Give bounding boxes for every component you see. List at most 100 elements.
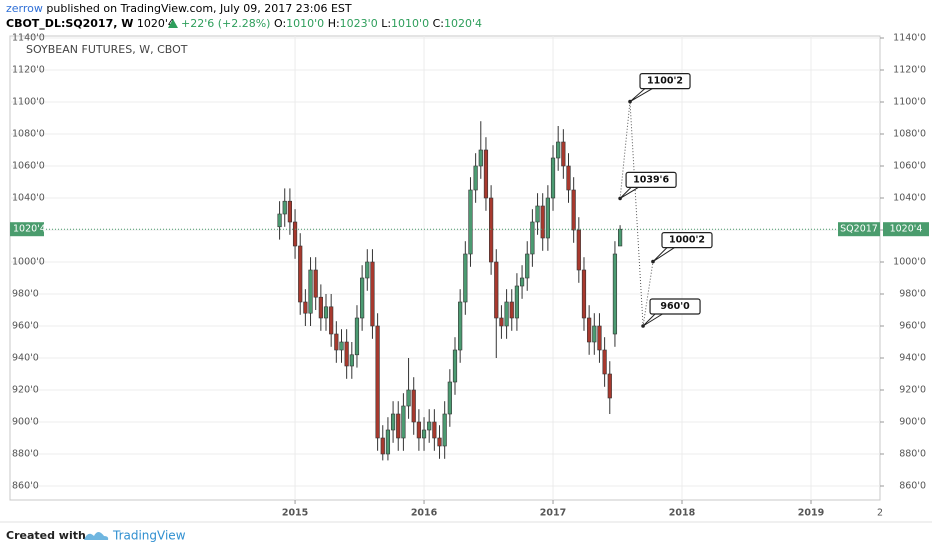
candle-body [287, 200, 292, 223]
y2-tick-label: 860'0 [899, 481, 926, 492]
y2-tick-label: 1040'0 [893, 193, 926, 204]
callout-box [649, 298, 701, 315]
candle-body [545, 197, 550, 239]
price: 1020'4 [137, 17, 175, 30]
candle-body [592, 325, 597, 343]
forecast-line [619, 101, 654, 327]
symbol-badge [838, 222, 880, 237]
up-arrow [168, 19, 178, 28]
header-line: zerrow published on TradingView.com, Jul… [6, 2, 352, 15]
candle-body [427, 421, 432, 431]
y-tick-label: 1100'0 [12, 97, 45, 108]
candle-body [612, 253, 618, 335]
y-tick-label: 1120'0 [12, 65, 45, 76]
candle-body [576, 229, 581, 271]
o-value: 1010'0 [286, 17, 324, 30]
y2-tick-label: 900'0 [899, 417, 926, 428]
candle-body [437, 437, 442, 447]
callout-label: 1000'2 [669, 235, 705, 246]
y2-tick-label: 1140'0 [893, 33, 926, 44]
candle-body [365, 261, 370, 279]
candle-body [277, 213, 282, 228]
candle-body [530, 221, 535, 255]
plot-frame [9, 35, 881, 501]
candle-body [421, 429, 427, 439]
candle-body [349, 354, 354, 367]
y2-tick-label: 960'0 [899, 321, 926, 332]
candle-body [602, 349, 607, 375]
y-tick-label: 1080'0 [12, 129, 45, 140]
candle-body [550, 157, 556, 199]
marks: 1020'4 SQ2017 1020'4 1039'6 1100'2 960'0 1000'… [10, 72, 929, 461]
candle-body [411, 389, 416, 423]
candle-body [344, 341, 349, 367]
candle-body [308, 269, 313, 314]
price-badge-label: 1020'4 [13, 224, 46, 235]
candle-body [468, 189, 473, 255]
y2-tick-label: 980'0 [899, 289, 926, 300]
candle-body [334, 333, 339, 351]
symbol: CBOT_DL:SQ2017, W [6, 17, 133, 30]
y-tick-label: 1140'0 [12, 33, 45, 44]
candle-body [323, 306, 329, 319]
y2-tick-label: 1060'0 [893, 161, 926, 172]
candle-body [519, 277, 525, 287]
candle-body [463, 253, 468, 303]
price-badge [10, 222, 44, 237]
callout-label: 1100'2 [647, 76, 683, 87]
candle-body [380, 437, 385, 455]
x-tick-label: 2019 [798, 508, 824, 519]
y-tick-label: 1000'0 [12, 257, 45, 268]
ohlc-line: +22'6 (+2.28%) O:1010'0 H:1023'0 L:1010'… [181, 17, 482, 30]
callout-box [625, 171, 677, 188]
candle-body [494, 261, 499, 319]
c-value: 1020'4 [444, 17, 482, 30]
callout-box [661, 232, 713, 249]
callout-label: 960'0 [660, 301, 690, 312]
candle-body [561, 141, 566, 167]
l-label: L: [381, 17, 391, 30]
x-edge-label: 2 [877, 508, 883, 519]
candle-body [452, 349, 458, 383]
candle-body [489, 197, 494, 263]
candle-body [442, 413, 447, 447]
candle-body [313, 269, 318, 298]
candle-body [318, 296, 323, 319]
candle-body [375, 325, 380, 439]
candle-body [587, 317, 592, 343]
candle-body [401, 405, 406, 439]
callout-label: 1039'6 [633, 174, 669, 185]
y2-tick-label: 1100'0 [893, 97, 926, 108]
published: published on TradingView.com, July 09, 2… [46, 2, 352, 15]
symbol-badge-label: SQ2017 [840, 224, 878, 235]
candle-body [406, 389, 411, 407]
candle-body [571, 189, 576, 231]
candle-body [540, 205, 545, 239]
y-tick-label: 880'0 [12, 449, 39, 460]
x-tick-label: 2015 [282, 508, 308, 519]
candle-body [514, 285, 520, 319]
candle-body [432, 421, 437, 439]
y-tick-label: 1060'0 [12, 161, 45, 172]
candle-body [416, 421, 421, 439]
candle-body [396, 413, 401, 439]
y2-tick-label: 940'0 [899, 353, 926, 364]
candle-body [504, 301, 509, 327]
price-badge-label: 1020'4 [890, 224, 923, 235]
tv-logo[interactable]: TradingView [84, 529, 186, 543]
candle-body [556, 141, 561, 159]
candle-body [298, 245, 303, 303]
author[interactable]: zerrow [6, 2, 43, 15]
h-value: 1023'0 [340, 17, 378, 30]
candle-body [473, 165, 478, 191]
y2-tick-label: 1080'0 [893, 129, 926, 140]
footer-brand[interactable]: TradingView [112, 529, 186, 543]
y-tick-label: 960'0 [12, 321, 39, 332]
change: +22'6 (+2.28%) [181, 17, 270, 30]
candle-body [339, 341, 344, 351]
candle-body [581, 269, 587, 319]
candle-body [478, 149, 483, 167]
candle-body [385, 429, 391, 455]
candle-body [447, 381, 452, 415]
